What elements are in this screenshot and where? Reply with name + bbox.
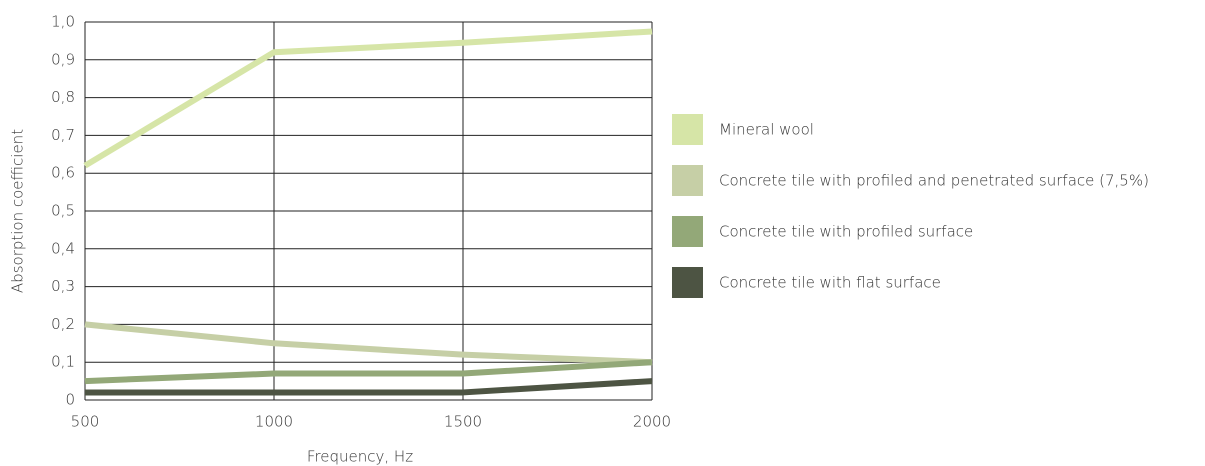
x-tick-label: 2000	[633, 413, 671, 431]
y-tick-label: 0,6	[51, 164, 75, 182]
y-tick-label: 0,3	[51, 277, 75, 295]
series-line	[85, 378, 653, 396]
legend-swatch	[672, 165, 703, 196]
y-tick-label: 0,9	[51, 50, 75, 68]
legend-swatch	[672, 267, 703, 298]
legend-label: Concrete tile with flat surface	[719, 274, 941, 292]
x-tick-label: 500	[71, 413, 100, 431]
y-tick-label: 0,7	[51, 126, 75, 144]
y-tick-label: 0,1	[51, 353, 75, 371]
x-tick-label: 1500	[444, 413, 482, 431]
y-tick-label: 0,2	[51, 315, 75, 333]
x-tick-label: 1000	[255, 413, 293, 431]
legend-label: Mineral wool	[719, 121, 814, 139]
x-axis-label: Frequency, Hz	[307, 448, 413, 466]
legend-label: Concrete tile with profiled surface	[719, 223, 973, 241]
y-tick-label: 1,0	[51, 13, 75, 31]
legend-label: Concrete tile with profiled and penetrat…	[719, 172, 1149, 190]
y-tick-label: 0,5	[51, 202, 75, 220]
y-tick-label: 0	[65, 391, 75, 409]
y-tick-label: 0,4	[51, 239, 75, 257]
series-line	[84, 359, 653, 385]
legend-swatch	[672, 216, 703, 247]
y-tick-label: 0,8	[51, 88, 75, 106]
y-axis-label: Absorption coefficient	[9, 129, 27, 293]
legend-swatch	[672, 114, 703, 145]
series-line	[84, 321, 653, 366]
series-line	[83, 28, 653, 169]
